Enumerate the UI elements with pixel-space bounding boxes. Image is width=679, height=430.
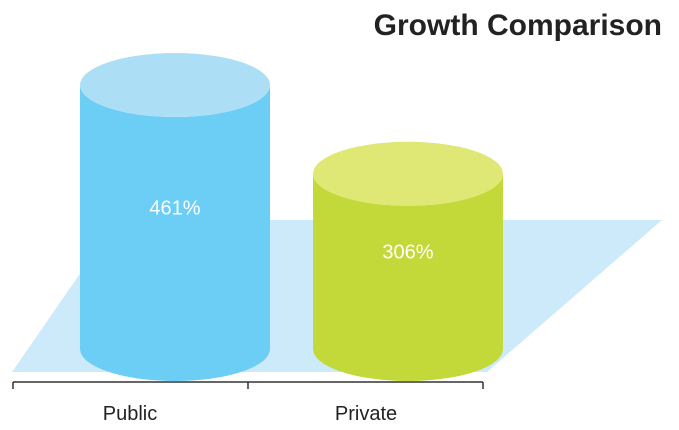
chart-bars: 461% 306% bbox=[80, 53, 503, 381]
data-label-public: 461% bbox=[149, 197, 200, 219]
x-tick-label-private: Private bbox=[335, 403, 397, 425]
chart-title: Growth Comparison bbox=[374, 9, 662, 42]
bar-top-private bbox=[313, 141, 503, 206]
bar-top-public bbox=[80, 53, 270, 118]
x-tick-label-public: Public bbox=[103, 403, 157, 425]
x-axis: Public Private bbox=[12, 381, 484, 425]
data-label-private: 306% bbox=[382, 242, 433, 264]
bar-public bbox=[80, 85, 270, 381]
bar-private bbox=[313, 173, 503, 381]
